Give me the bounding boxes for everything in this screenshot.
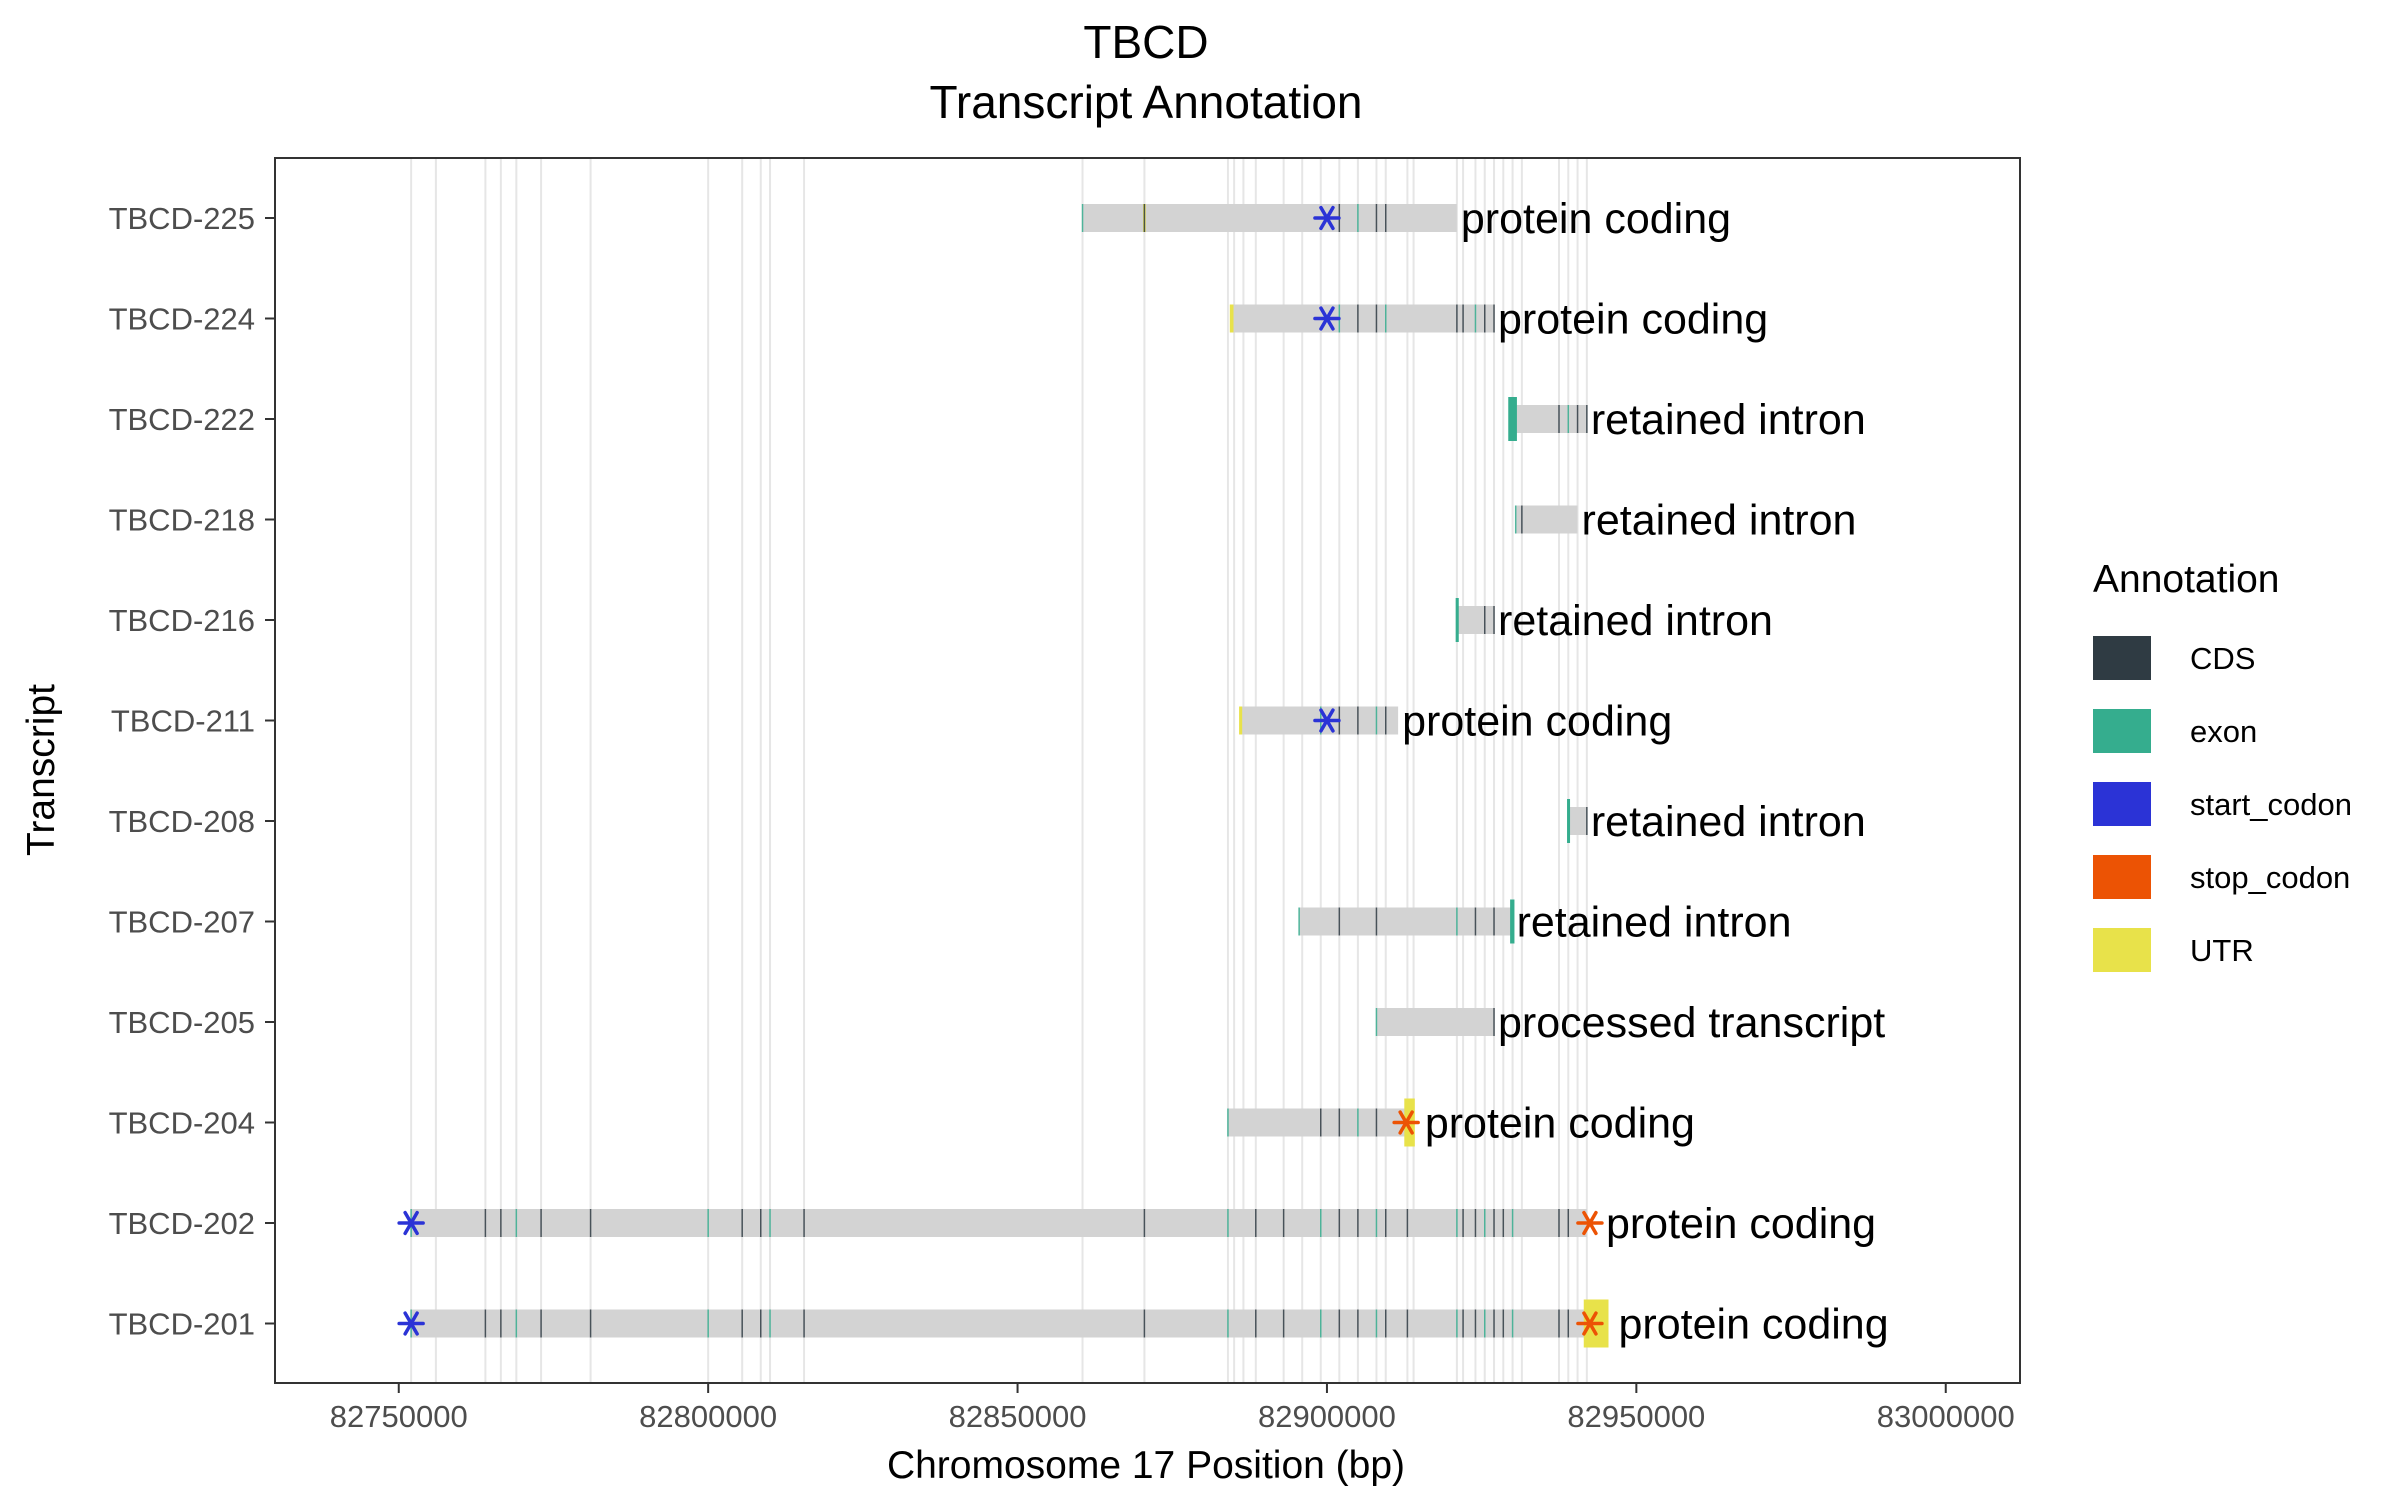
stop-codon-mark (1576, 1311, 1604, 1336)
y-tick-label-tbcd-211: TBCD-211 (111, 704, 255, 739)
track-tbcd-204 (1227, 1098, 1420, 1147)
legend: Annotation CDS exon start_codon stop_codon U… (2093, 558, 2352, 972)
transcript-tracks (397, 204, 1609, 1348)
biotype-label-tbcd-207: retained intron (1517, 899, 1792, 947)
legend-title: Annotation (2093, 558, 2280, 601)
legend-label-utr: UTR (2190, 933, 2254, 968)
transcript-bar (1515, 505, 1578, 534)
stop-codon-mark (1576, 1210, 1604, 1236)
exon-block (1455, 598, 1459, 642)
track-tbcd-222 (1508, 397, 1588, 441)
track-tbcd-208 (1567, 799, 1588, 843)
y-axis-title: Transcript (20, 684, 63, 856)
track-tbcd-205 (1375, 1008, 1495, 1036)
x-tick-label: 82800000 (639, 1399, 777, 1434)
y-tick-label-tbcd-201: TBCD-201 (109, 1307, 255, 1342)
biotype-label-tbcd-216: retained intron (1498, 597, 1773, 645)
legend-swatch-exon (2093, 709, 2151, 753)
transcript-bar (1082, 204, 1457, 232)
transcript-bar (1231, 304, 1495, 333)
exon-gridlines (410, 158, 1588, 1383)
y-tick-label-tbcd-204: TBCD-204 (109, 1106, 255, 1141)
track-tbcd-207 (1298, 899, 1515, 944)
y-tick-label-tbcd-208: TBCD-208 (109, 804, 255, 839)
transcript-bar (411, 1209, 1587, 1237)
legend-swatch-utr (2093, 928, 2151, 972)
legend-swatch-start-codon (2093, 782, 2151, 826)
start-codon-mark (1313, 205, 1341, 231)
exon-block (1567, 799, 1571, 843)
biotype-label-tbcd-222: retained intron (1591, 396, 1866, 444)
y-tick-label-tbcd-207: TBCD-207 (109, 905, 255, 940)
legend-label-exon: exon (2190, 714, 2257, 749)
utr-block-0 (1239, 706, 1243, 735)
biotype-label-tbcd-224: protein coding (1498, 296, 1768, 344)
biotype-label-tbcd-211: protein coding (1402, 698, 1672, 746)
y-tick-label-tbcd-224: TBCD-224 (109, 302, 255, 337)
y-tick-label-tbcd-216: TBCD-216 (109, 603, 255, 638)
track-tbcd-216 (1455, 598, 1495, 642)
x-tick-label: 83000000 (1877, 1399, 2015, 1434)
biotype-label-tbcd-205: processed transcript (1498, 999, 1885, 1047)
start-codon-mark (1313, 306, 1341, 331)
exon-block (1510, 899, 1515, 944)
x-axis-title: Chromosome 17 Position (bp) (887, 1444, 1405, 1487)
transcript-bar (1376, 1008, 1495, 1036)
biotype-label-tbcd-225: protein coding (1461, 195, 1731, 243)
start-codon-mark (397, 1210, 425, 1236)
legend-label-cds: CDS (2190, 641, 2255, 676)
transcript-bar (1509, 405, 1587, 433)
legend-label-stop-codon: stop_codon (2190, 860, 2350, 895)
legend-swatch-cds (2093, 636, 2151, 680)
x-tick-label: 82750000 (330, 1399, 468, 1434)
biotype-label-tbcd-202: protein coding (1606, 1200, 1876, 1248)
biotype-label-tbcd-208: retained intron (1591, 798, 1866, 846)
biotype-labels: protein coding protein coding retained int… (1402, 195, 1889, 1349)
x-tick-label: 82900000 (1258, 1399, 1396, 1434)
x-tick-label: 82850000 (949, 1399, 1087, 1434)
y-tick-label-tbcd-225: TBCD-225 (109, 201, 255, 236)
x-axis: 82750000 82800000 82850000 82900000 82950000… (330, 1383, 2015, 1434)
biotype-label-tbcd-201: protein coding (1619, 1301, 1889, 1349)
y-tick-label-tbcd-222: TBCD-222 (109, 402, 255, 437)
transcript-bar (1568, 807, 1587, 835)
y-axis: TBCD-225 TBCD-224 TBCD-222 TBCD-218 TBCD-216… (109, 201, 275, 1342)
x-tick-label: 82950000 (1567, 1399, 1705, 1434)
transcript-bar (1299, 907, 1513, 936)
y-tick-label-tbcd-205: TBCD-205 (109, 1005, 255, 1040)
y-tick-label-tbcd-202: TBCD-202 (109, 1206, 255, 1241)
transcript-bar (1456, 606, 1495, 634)
utr-block-0 (1229, 304, 1234, 333)
biotype-label-tbcd-218: retained intron (1582, 497, 1857, 545)
start-codon-mark (1313, 708, 1341, 733)
exon-block (1508, 397, 1517, 441)
y-tick-label-tbcd-218: TBCD-218 (109, 503, 255, 538)
legend-swatch-stop-codon (2093, 855, 2151, 899)
track-tbcd-225 (1081, 204, 1457, 232)
chart-title: TBCD (1083, 16, 1208, 68)
track-tbcd-224 (1229, 304, 1495, 333)
legend-label-start-codon: start_codon (2190, 787, 2352, 822)
track-tbcd-201 (397, 1299, 1609, 1348)
chart-subtitle: Transcript Annotation (930, 76, 1363, 128)
biotype-label-tbcd-204: protein coding (1425, 1100, 1695, 1148)
transcript-bar (411, 1309, 1606, 1338)
plot-panel-border (274, 157, 2021, 1384)
track-tbcd-211 (1239, 706, 1399, 735)
track-tbcd-202 (397, 1209, 1604, 1237)
track-tbcd-218 (1514, 505, 1578, 534)
stop-codon-mark (1392, 1110, 1420, 1135)
start-codon-mark (397, 1311, 425, 1336)
